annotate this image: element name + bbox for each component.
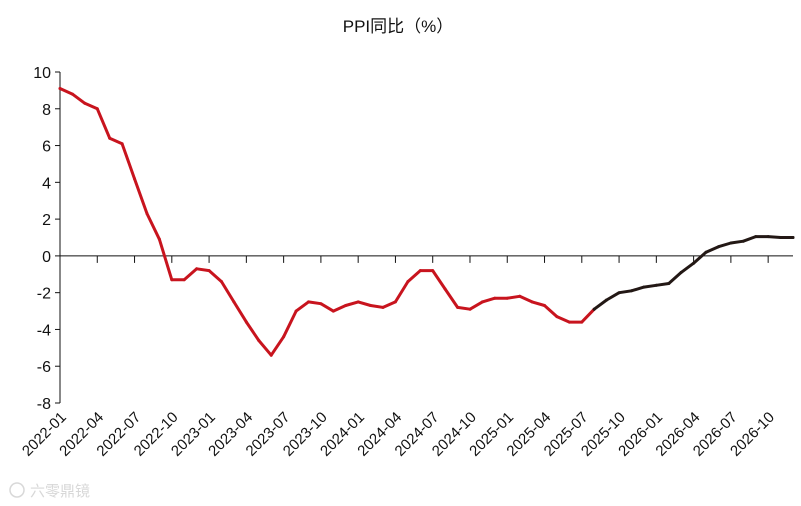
swirl-logo-icon: [9, 482, 25, 498]
data-point: [182, 278, 186, 282]
data-point: [654, 283, 658, 287]
y-tick-label: 10: [33, 65, 51, 82]
data-point: [791, 236, 795, 239]
data-point: [617, 291, 621, 295]
data-point: [406, 280, 410, 284]
data-point: [344, 304, 348, 307]
data-point: [667, 282, 671, 285]
data-point: [779, 236, 783, 239]
y-tick-label: 4: [42, 175, 51, 192]
data-point: [220, 280, 223, 284]
data-point: [70, 92, 74, 96]
data-point: [630, 289, 633, 293]
data-point: [133, 177, 136, 181]
data-point: [505, 296, 509, 300]
watermark: 六零鼎镜: [9, 482, 90, 500]
data-point: [157, 237, 161, 241]
data-point: [443, 287, 447, 291]
data-point: [717, 245, 720, 249]
data-point: [356, 300, 360, 304]
data-point: [319, 302, 323, 306]
data-point: [456, 305, 460, 309]
data-point: [393, 300, 397, 304]
data-point: [679, 270, 683, 274]
data-point: [480, 300, 484, 304]
data-point: [95, 107, 99, 111]
data-point: [108, 136, 112, 140]
data-point: [244, 320, 248, 324]
data-point: [580, 320, 584, 324]
data-point: [543, 304, 546, 307]
data-point: [605, 298, 609, 302]
series-line-1: [592, 235, 795, 311]
data-point: [331, 309, 335, 313]
data-point: [207, 269, 211, 273]
data-point: [493, 296, 497, 300]
y-tick-label: -4: [37, 322, 51, 339]
data-point: [704, 250, 708, 254]
data-point: [170, 278, 174, 282]
data-point: [58, 87, 62, 90]
data-point: [257, 339, 261, 342]
y-tick-label: -6: [37, 359, 51, 376]
data-point: [282, 335, 286, 339]
data-point: [269, 353, 273, 357]
data-point: [431, 269, 435, 273]
y-tick-label: -2: [37, 286, 51, 303]
data-point: [468, 307, 472, 311]
data-point: [692, 261, 696, 265]
data-point: [195, 267, 199, 271]
data-point: [381, 305, 385, 309]
data-point: [754, 235, 758, 239]
data-point: [369, 304, 373, 307]
data-point: [294, 309, 298, 313]
y-tick-label: -8: [37, 396, 51, 413]
data-point: [567, 320, 571, 324]
y-axis: 10 8 6 4 2 0 -2 -4 -6 -8: [33, 65, 61, 413]
data-point: [642, 285, 646, 289]
data-point: [741, 239, 745, 243]
data-point: [766, 235, 770, 239]
data-point: [729, 241, 733, 245]
y-tick-label: 8: [42, 102, 51, 119]
data-point: [83, 101, 87, 105]
data-point: [530, 300, 534, 304]
data-point: [592, 307, 596, 311]
data-point: [120, 142, 124, 146]
y-tick-label: 6: [42, 139, 51, 156]
data-point: [232, 300, 236, 304]
data-point: [555, 315, 559, 319]
chart-title: PPI同比（%）: [343, 17, 454, 36]
data-point: [145, 212, 149, 216]
watermark-text: 六零鼎镜: [30, 482, 90, 500]
data-point: [418, 269, 422, 273]
y-tick-label: 2: [42, 212, 51, 229]
series-layer: [58, 87, 795, 357]
data-point: [518, 294, 522, 298]
y-tick-label: 0: [42, 249, 51, 266]
data-point: [307, 300, 310, 304]
series-line-0: [58, 87, 596, 357]
